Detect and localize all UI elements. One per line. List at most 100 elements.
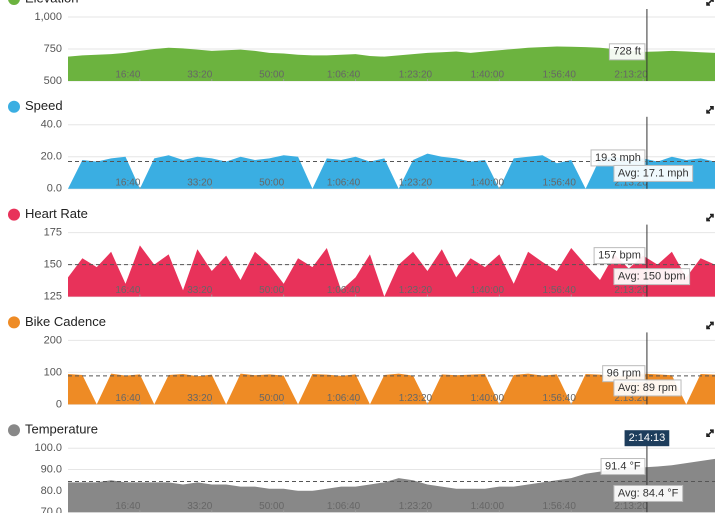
x-tick-label: 1:06:40 — [327, 285, 361, 296]
y-tick-label: 1,000 — [34, 11, 62, 23]
y-tick-label: 90.0 — [41, 463, 62, 475]
y-tick-label: 40.0 — [41, 119, 62, 131]
x-tick-label: 1:06:40 — [327, 501, 361, 512]
x-tick-label: 1:23:20 — [399, 501, 433, 512]
cursor-label-box — [624, 430, 670, 447]
x-tick-label: 1:40:00 — [471, 177, 505, 188]
expand-icon — [706, 321, 714, 330]
expand-icon — [706, 106, 714, 114]
x-tick-label: 16:40 — [115, 501, 140, 512]
area — [68, 245, 715, 297]
x-tick-label: 1:23:20 — [399, 70, 433, 81]
average-label-box — [613, 379, 682, 397]
x-tick-label: 33:20 — [187, 285, 212, 296]
y-tick-label: 500 — [44, 75, 62, 87]
average-label: Avg: 84.4 °F — [618, 487, 679, 499]
x-tick-label: 2:13:20 — [614, 70, 648, 81]
x-tick-label: 16:40 — [115, 393, 140, 404]
y-tick-label: 125 — [44, 291, 62, 303]
cursor-label: 2:14:13 — [629, 432, 666, 444]
x-tick-label: 1:56:40 — [543, 393, 577, 404]
legend-marker — [8, 208, 20, 221]
y-tick-label: 750 — [44, 43, 62, 55]
x-tick-label: 1:56:40 — [543, 70, 577, 81]
chart-title: Speed — [25, 98, 63, 113]
x-tick-label: 1:40:00 — [471, 285, 505, 296]
average-label-box — [613, 268, 691, 286]
legend-marker — [8, 424, 20, 437]
average-label-box — [613, 484, 684, 502]
expand-icon — [706, 429, 714, 437]
average-label-box — [613, 164, 694, 182]
y-tick-label: 200 — [44, 334, 62, 346]
chart-title: Elevation — [25, 0, 78, 5]
chart-panel: Heart Rate 125 150 175 16:40 33:20 50:00 1:06:4… — [8, 206, 715, 303]
chart-title: Heart Rate — [25, 206, 88, 221]
area — [68, 46, 715, 81]
x-tick-label: 1:06:40 — [327, 393, 361, 404]
x-tick-label: 2:13:20 — [614, 177, 648, 188]
x-tick-label: 16:40 — [115, 285, 140, 296]
x-tick-label: 2:13:20 — [614, 393, 648, 404]
average-label: Avg: 150 bpm — [618, 271, 686, 283]
x-tick-label: 1:23:20 — [399, 393, 433, 404]
area — [68, 373, 715, 405]
area — [68, 153, 715, 189]
legend-marker — [8, 316, 20, 329]
x-tick-label: 33:20 — [187, 501, 212, 512]
y-tick-label: 175 — [44, 227, 62, 239]
x-tick-label: 50:00 — [259, 285, 284, 296]
legend-marker — [8, 0, 20, 5]
x-tick-label: 1:06:40 — [327, 70, 361, 81]
y-tick-label: 0 — [56, 398, 62, 410]
x-tick-label: 1:06:40 — [327, 177, 361, 188]
readout: 157 bpm — [598, 250, 641, 262]
y-tick-label: 80.0 — [41, 485, 62, 497]
readout-box — [593, 247, 646, 265]
x-tick-label: 1:40:00 — [471, 501, 505, 512]
area — [68, 458, 715, 513]
readout-box — [608, 43, 646, 61]
y-tick-label: 150 — [44, 259, 62, 271]
x-tick-label: 50:00 — [259, 70, 284, 81]
expand-icon — [706, 0, 714, 6]
x-tick-label: 2:13:20 — [614, 501, 648, 512]
chart-title: Bike Cadence — [25, 314, 106, 329]
readout: 19.3 mph — [595, 152, 641, 164]
readout-box — [600, 458, 646, 476]
x-tick-label: 1:23:20 — [399, 285, 433, 296]
chart-panel: Speed 0.0 20.0 40.0 16:40 33:20 50:00 1:06:40 1:… — [8, 98, 715, 195]
x-tick-label: 16:40 — [115, 177, 140, 188]
chart-title: Temperature — [25, 422, 98, 437]
x-tick-label: 1:56:40 — [543, 501, 577, 512]
x-tick-label: 50:00 — [259, 177, 284, 188]
readout: 728 ft — [613, 46, 641, 58]
average-label: Avg: 89 rpm — [618, 382, 677, 394]
x-tick-label: 33:20 — [187, 177, 212, 188]
y-tick-label: 70.0 — [41, 506, 62, 513]
y-tick-label: 100 — [44, 366, 62, 378]
x-tick-label: 33:20 — [187, 70, 212, 81]
x-tick-label: 1:40:00 — [471, 393, 505, 404]
y-tick-label: 20.0 — [41, 151, 62, 163]
y-tick-label: 100.0 — [34, 442, 62, 454]
y-tick-label: 0.0 — [47, 183, 62, 195]
expand-icon — [706, 213, 714, 222]
x-tick-label: 2:13:20 — [614, 285, 648, 296]
readout: 91.4 °F — [605, 460, 641, 472]
average-label: Avg: 17.1 mph — [618, 167, 689, 179]
chart-panel: Elevation 500 750 1,000 16:40 33:20 50:00 1:06:… — [8, 0, 715, 87]
x-tick-label: 1:56:40 — [543, 285, 577, 296]
x-tick-label: 33:20 — [187, 393, 212, 404]
x-tick-label: 1:40:00 — [471, 70, 505, 81]
chart-panel: Temperature 70.0 80.0 90.0 100.0 16:40 33:20 50… — [8, 422, 715, 513]
legend-marker — [8, 100, 20, 113]
x-tick-label: 1:56:40 — [543, 177, 577, 188]
readout: 96 rpm — [607, 368, 641, 380]
x-tick-label: 1:23:20 — [399, 177, 433, 188]
x-tick-label: 50:00 — [259, 501, 284, 512]
x-tick-label: 16:40 — [115, 70, 140, 81]
x-tick-label: 50:00 — [259, 393, 284, 404]
chart-panel: Bike Cadence 0 100 200 16:40 33:20 50:00 1:06:4… — [8, 314, 715, 410]
